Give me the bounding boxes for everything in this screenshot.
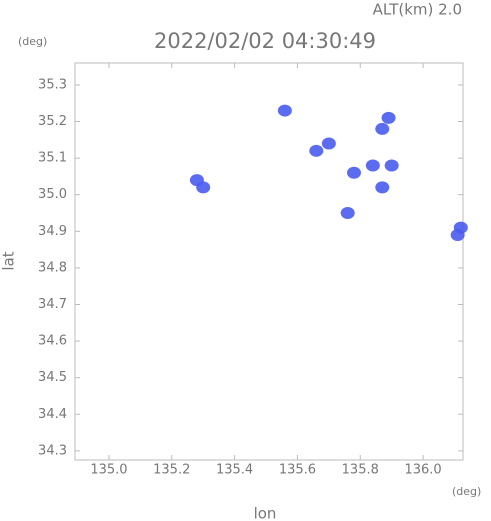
y-tick-label: 34.5 [38,370,67,385]
echo [384,159,399,172]
x-tick-label: 135.4 [216,463,253,478]
x-tick-label: 135.8 [342,463,379,478]
y-tick-label: 34.9 [38,224,67,239]
echo [277,104,292,117]
echo [381,111,396,124]
y-tick-label: 34.7 [38,297,67,312]
y-tick-label: 34.3 [38,443,67,458]
x-tick-label: 135.0 [90,463,127,478]
echo [375,181,390,194]
echo [365,159,380,172]
plot-frame [74,62,464,461]
x-tick-label: 136.0 [404,463,441,478]
x-tick-label: 135.6 [279,463,316,478]
echo [321,137,336,150]
echo [453,221,468,234]
y-tick-label: 35.3 [38,77,67,92]
x-unit: (deg) [452,485,481,498]
y-tick-label: 35.0 [38,187,67,202]
y-tick-label: 35.2 [38,114,67,129]
y-tick-label: 34.6 [38,334,67,349]
y-tick-label: 35.1 [38,151,67,166]
y-tick-label: 34.8 [38,260,67,275]
x-tick-label: 135.2 [153,463,190,478]
echo [375,122,390,135]
x-axis-label: lon [254,505,277,521]
y-unit: (deg) [18,35,47,48]
echo [346,166,361,179]
chart-title: 2022/02/02 04:30:49 [154,29,376,53]
y-tick-label: 34.4 [38,407,67,422]
altitude-label: ALT(km) 2.0 [373,1,462,19]
y-axis-label: lat [0,251,18,270]
echo [340,207,355,220]
echo [309,144,324,157]
echo [189,174,204,187]
